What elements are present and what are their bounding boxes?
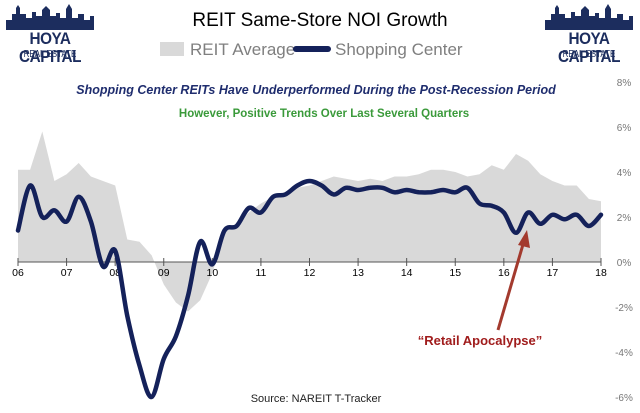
- annotation-retail-apocalypse: “Retail Apocalypse”: [418, 333, 543, 348]
- chart-subtitle: Shopping Center REITs Have Underperforme…: [76, 83, 556, 97]
- x-tick-label: 15: [449, 267, 461, 279]
- logo-text-hoya-capital: HOYA CAPITAL: [18, 29, 82, 66]
- x-tick-label: 16: [498, 267, 510, 279]
- source-note: Source: NAREIT T-Tracker: [251, 393, 382, 405]
- city-skyline-icon: [6, 4, 94, 30]
- y-tick-label: 8%: [617, 78, 632, 89]
- annotation-arrow: [496, 230, 530, 331]
- chart-title: REIT Same-Store NOI Growth: [192, 10, 447, 31]
- series-area-reit-average: [18, 131, 601, 312]
- y-tick-label: -4%: [615, 348, 633, 359]
- x-tick-label: 18: [595, 267, 607, 279]
- x-tick-label: 11: [255, 267, 266, 279]
- y-tick-label: -6%: [615, 393, 633, 404]
- x-tick-label: 07: [61, 267, 73, 279]
- y-tick-label: -2%: [615, 303, 633, 314]
- city-skyline-icon: [545, 4, 633, 30]
- legend-swatch-reit-average: [160, 42, 184, 56]
- legend-label-reit-average: REIT Average: [190, 40, 295, 59]
- hoya-capital-logo-left: HOYA CAPITAL REAL ESTATE: [4, 2, 96, 68]
- y-tick-label: 4%: [617, 168, 632, 179]
- x-tick-label: 14: [401, 267, 413, 279]
- series-line-shopping-center: [15, 178, 604, 400]
- logo-text-real-estate: REAL ESTATE: [23, 49, 77, 60]
- y-tick-label: 0%: [617, 258, 632, 269]
- x-tick-label: 12: [304, 267, 316, 279]
- legend-label-shopping-center: Shopping Center: [335, 40, 463, 59]
- plot-area: 06 07 08 09 10 11 12 13 14 15 16 17 18 8% 6% 4% 2% 0% -2% -…: [12, 78, 633, 404]
- logo-text-hoya-capital: HOYA CAPITAL: [557, 29, 621, 66]
- x-tick-label: 09: [158, 267, 170, 279]
- x-tick-label: 10: [206, 267, 218, 279]
- x-tick-label: 17: [547, 267, 559, 279]
- chart-subtitle-2: However, Positive Trends Over Last Sever…: [179, 108, 469, 120]
- y-tick-label: 6%: [617, 123, 632, 134]
- logo-text-real-estate: REAL ESTATE: [562, 49, 616, 60]
- x-tick-label: 06: [12, 267, 24, 279]
- x-tick-label: 13: [352, 267, 364, 279]
- hoya-capital-logo-right: HOYA CAPITAL REAL ESTATE: [543, 2, 635, 68]
- x-tick-label: 08: [109, 267, 121, 279]
- y-tick-label: 2%: [617, 213, 632, 224]
